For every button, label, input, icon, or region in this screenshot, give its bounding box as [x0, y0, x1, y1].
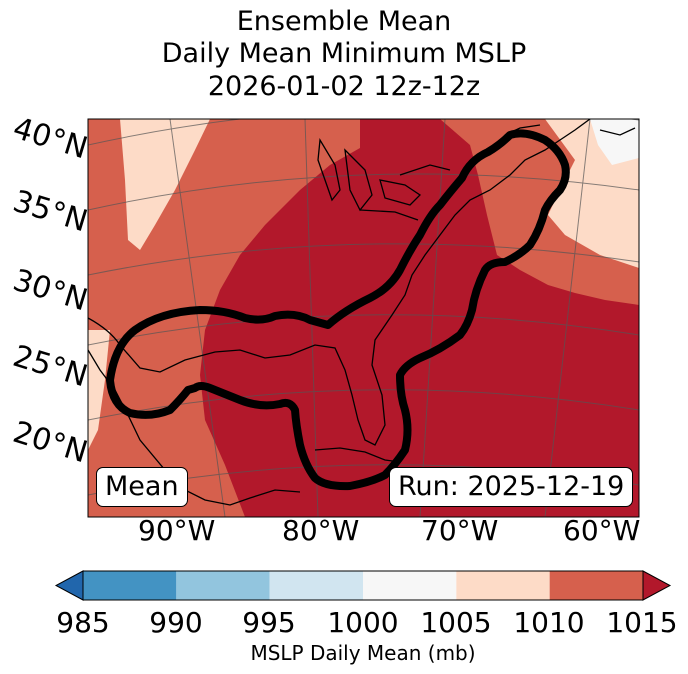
- cb-tick-985: 985: [56, 606, 110, 639]
- colorbar-bin-995-1000: [269, 571, 363, 600]
- mean-label: Mean: [96, 467, 188, 507]
- cb-tick-995: 995: [242, 606, 296, 639]
- lon-label-90w: 90°W: [138, 514, 216, 547]
- cb-tick-1000: 1000: [327, 606, 399, 639]
- cb-tick-990: 990: [149, 606, 203, 639]
- title-line-1: Ensemble Mean: [236, 6, 452, 37]
- colorbar-bin-990-995: [176, 571, 270, 600]
- colorbar-bin-1005-1010: [456, 571, 550, 600]
- colorbar-bin-985-990: [83, 571, 177, 600]
- map-frame: [87, 118, 640, 518]
- lon-label-60w: 60°W: [563, 514, 641, 547]
- colorbar-bin-gt1015: [642, 570, 672, 601]
- colorbar-bin-1010-1015: [549, 571, 643, 600]
- lon-label-80w: 80°W: [282, 514, 360, 547]
- lon-label-70w: 70°W: [421, 514, 499, 547]
- field-1000-1005-nw: [120, 119, 210, 250]
- cb-tick-1005: 1005: [420, 606, 492, 639]
- title-line-3: 2026-01-02 12z-12z: [207, 71, 481, 102]
- ensemble-outline: [106, 129, 570, 491]
- run-label: Run: 2025-12-19: [389, 467, 634, 507]
- title-line-2: Daily Mean Minimum MSLP: [161, 38, 527, 69]
- cb-tick-1015: 1015: [606, 606, 678, 639]
- colorbar-frame: [82, 570, 644, 601]
- colorbar-bin-1000-1005: [363, 571, 457, 600]
- cb-tick-1010: 1010: [513, 606, 585, 639]
- colorbar-label: MSLP Daily Mean (mb): [250, 641, 476, 665]
- colorbar-bin-lt985: [54, 570, 84, 601]
